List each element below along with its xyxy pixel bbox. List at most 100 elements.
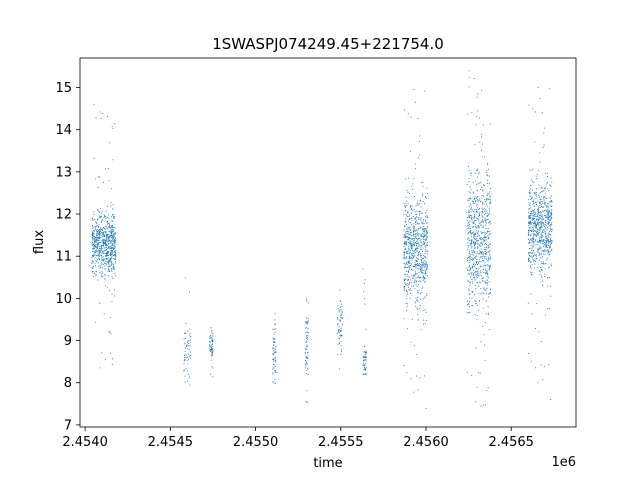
data-point	[471, 305, 473, 307]
data-point	[110, 242, 112, 244]
data-point	[480, 245, 482, 247]
data-point	[106, 249, 108, 251]
data-point	[419, 154, 421, 156]
data-point	[485, 300, 488, 302]
data-point	[467, 257, 469, 259]
data-point	[546, 214, 548, 216]
data-point	[92, 261, 94, 263]
data-point	[487, 282, 489, 284]
data-point	[478, 275, 480, 277]
data-point	[530, 188, 532, 190]
data-point	[548, 223, 550, 225]
data-point	[410, 263, 412, 265]
data-point	[532, 218, 534, 220]
data-point	[100, 220, 103, 222]
data-point	[419, 307, 421, 310]
data-point	[408, 261, 410, 263]
data-point	[101, 232, 103, 234]
data-point	[305, 357, 307, 359]
data-point	[481, 243, 483, 245]
data-point	[95, 237, 97, 239]
data-point	[209, 345, 211, 347]
data-point	[103, 236, 105, 238]
data-point	[421, 258, 423, 260]
data-point	[489, 203, 491, 205]
data-point	[414, 242, 416, 244]
data-point	[475, 288, 477, 290]
data-point	[339, 306, 341, 308]
data-point	[468, 292, 470, 295]
data-point	[542, 261, 545, 263]
data-point	[542, 191, 544, 193]
data-point	[188, 377, 190, 379]
data-point	[471, 375, 473, 377]
data-point	[212, 348, 214, 350]
data-point	[475, 401, 477, 403]
data-point	[96, 261, 98, 263]
data-point	[476, 246, 478, 248]
data-point	[416, 246, 418, 248]
data-point	[406, 291, 409, 293]
data-point	[419, 227, 421, 229]
data-point	[417, 264, 419, 267]
data-point	[489, 266, 491, 268]
data-point	[471, 219, 473, 221]
data-point	[209, 350, 212, 352]
data-point	[544, 226, 546, 228]
data-point	[109, 235, 111, 237]
data-point	[487, 276, 489, 278]
data-point	[405, 221, 407, 223]
data-point	[547, 226, 549, 228]
data-point	[405, 237, 407, 239]
data-point	[416, 240, 419, 242]
data-point	[105, 232, 107, 234]
data-point	[549, 204, 551, 206]
data-point	[471, 111, 473, 113]
data-point	[415, 213, 417, 215]
data-point	[540, 239, 542, 242]
data-point	[104, 261, 106, 263]
data-point	[305, 355, 307, 357]
data-point	[185, 344, 187, 346]
data-point	[337, 331, 339, 333]
data-point	[107, 237, 109, 239]
data-point	[423, 219, 425, 221]
data-point	[112, 231, 114, 233]
data-point	[92, 248, 94, 250]
data-point	[408, 248, 410, 250]
data-point	[478, 213, 480, 215]
data-point	[272, 358, 274, 360]
data-point	[412, 234, 414, 236]
data-point	[550, 214, 552, 216]
data-point	[544, 216, 546, 218]
data-point	[272, 373, 274, 375]
data-point	[404, 235, 406, 237]
data-point	[420, 226, 422, 228]
data-point	[474, 77, 476, 80]
data-point	[98, 211, 100, 213]
data-point	[484, 404, 487, 406]
data-point	[101, 112, 103, 115]
data-point	[363, 356, 365, 358]
data-point	[424, 265, 427, 267]
data-point	[422, 279, 425, 281]
data-point	[543, 206, 545, 208]
data-point	[104, 265, 106, 267]
data-point	[421, 270, 423, 272]
data-point	[537, 210, 539, 212]
data-point	[533, 227, 535, 229]
data-point	[414, 252, 416, 254]
data-point	[417, 389, 419, 391]
data-point	[307, 321, 309, 323]
data-point	[337, 305, 339, 307]
data-point	[490, 258, 492, 260]
data-point	[105, 244, 108, 246]
data-point	[545, 232, 547, 234]
data-point	[413, 265, 416, 267]
data-point	[424, 270, 426, 272]
data-point	[528, 225, 530, 227]
data-point	[475, 274, 477, 276]
data-point	[542, 239, 544, 241]
data-point	[474, 257, 476, 259]
data-point	[103, 241, 105, 244]
